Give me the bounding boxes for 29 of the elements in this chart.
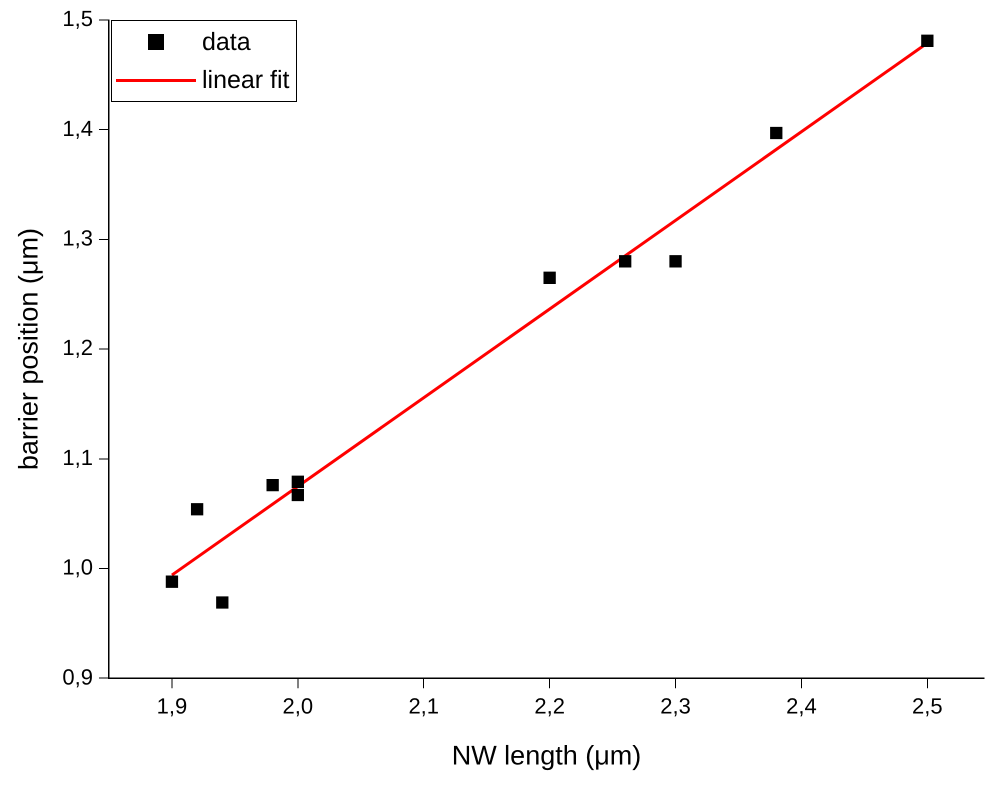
- y-tick-label: 1,0: [62, 554, 93, 580]
- x-tick-label: 2,1: [408, 693, 440, 718]
- y-tick-label: 1,1: [62, 444, 93, 470]
- y-tick-label: 0,9: [62, 664, 93, 690]
- y-axis-title: barrier position (μm): [14, 228, 44, 470]
- point: [190, 503, 204, 516]
- x-tick-label: 2,5: [912, 693, 943, 718]
- point: [266, 478, 279, 492]
- legend-label: linear fit: [202, 66, 290, 94]
- point: [669, 255, 682, 268]
- y-tick-label: 1,4: [62, 116, 93, 141]
- x-tick-label: 2,0: [282, 693, 314, 718]
- point: [770, 126, 782, 140]
- x-tick-label: 2,2: [534, 693, 565, 718]
- x-tick-label: 1,9: [156, 693, 188, 718]
- point: [292, 488, 304, 502]
- y-tick-label: 1,2: [62, 335, 93, 360]
- point: [216, 596, 228, 609]
- point: [619, 255, 632, 268]
- legend-label: data: [202, 28, 251, 56]
- point: [166, 576, 178, 588]
- x-tick-label: 2,3: [660, 693, 691, 718]
- y-tick-label: 1,3: [62, 225, 93, 250]
- point: [292, 476, 304, 488]
- point: [921, 34, 934, 47]
- x-axis-title: NW length (μm): [452, 740, 642, 770]
- y-tick-label: 1,5: [62, 6, 93, 32]
- point: [543, 272, 556, 284]
- x-tick-label: 2,4: [786, 693, 817, 718]
